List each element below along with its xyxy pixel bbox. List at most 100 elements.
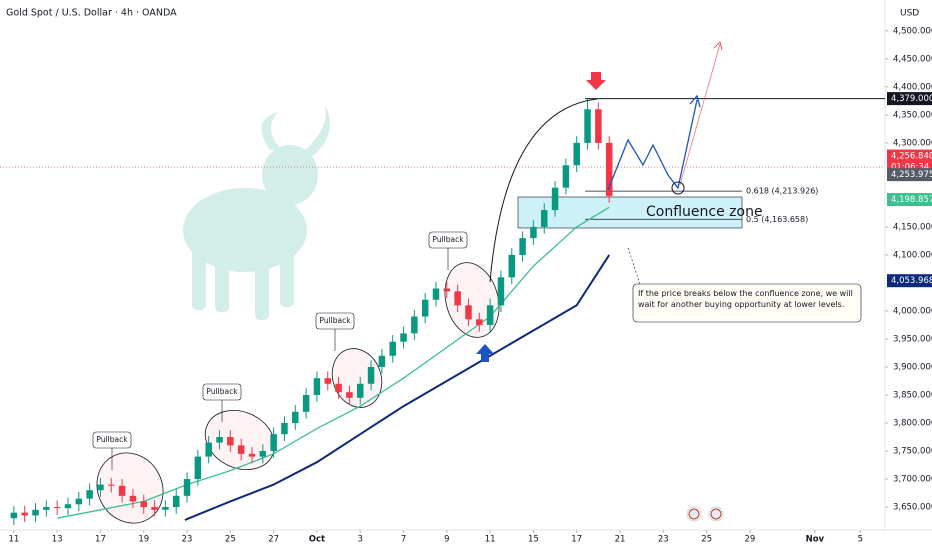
fib-label: 0.618 (4,213.926) [746,187,818,196]
price-label-box [887,193,932,207]
moving-average [184,254,611,521]
bottom-arrow [476,344,494,362]
candle-body [194,456,202,480]
x-tick-label: 15 [528,535,539,545]
candle-body [237,445,245,454]
candle-body [378,355,386,367]
x-tick-label: 25 [225,535,236,545]
candle-body [432,288,440,300]
y-tick-label: 4,350.000 [893,110,932,120]
target-arrow [679,43,721,186]
candle-body [172,495,180,508]
pullback-label: Pullback [432,235,464,244]
candle-body [454,291,461,306]
candle-body [151,507,158,510]
candle-body [335,383,342,393]
x-tick-label: 17 [95,535,106,545]
candle-body [411,316,418,334]
pullback-box [315,312,355,330]
price-label: 4,256.840 [891,152,932,162]
target-head [713,41,723,51]
pullback-ellipse [444,262,500,338]
candle-body [64,504,72,509]
x-tick-label: Nov [806,535,825,545]
y-tick-label: 4,400.000 [893,82,932,92]
pullback-box [92,431,132,449]
x-tick-label: 3 [358,535,363,545]
pullback-ellipse [204,410,276,470]
candle-body [421,299,429,317]
pullback-label: Pullback [96,435,128,444]
candle-body [75,498,83,505]
candle-body [486,305,494,325]
candle-body [530,226,537,239]
candle-body [281,422,288,435]
y-tick-label: 3,900.000 [893,362,932,372]
y-tick-label: 4,500.000 [893,26,932,36]
projection-path [607,99,698,191]
note: If the price breaks below the confluence… [638,289,853,309]
candle-body [118,485,126,496]
y-tick-label: 4,000.000 [893,306,932,316]
x-tick-label: 25 [701,535,712,545]
countdown: 01:06:34 [891,163,929,173]
candle-body [21,512,28,516]
candle-body [140,501,147,508]
y-tick-label: 4,100.000 [893,250,932,260]
x-tick-label: 27 [268,535,279,545]
x-tick-label: 21 [615,535,626,545]
candle-body [541,210,548,227]
rally-curve [489,98,598,283]
candle-body [519,238,526,255]
candle-body [129,495,137,502]
candle-body [584,109,591,143]
x-tick-label: 17 [571,535,582,545]
y-tick-label: 3,850.000 [893,390,932,400]
candle-body [400,333,407,342]
x-tick-label: 11 [8,535,19,545]
candle-body [573,142,580,166]
candle-body [270,434,277,452]
candle-body [443,288,451,292]
candle-body [97,484,104,491]
x-tick-label: 13 [52,535,63,545]
candle-body [108,484,115,486]
event-flag-inner [688,508,700,520]
x-tick-label: 23 [658,535,669,545]
price-label: 4,379.000 [891,94,932,104]
candle-body [292,411,299,423]
candle-body [497,277,505,306]
confluence-label: Confluence zone [646,204,763,220]
y-tick-label: 4,300.000 [893,138,932,148]
candle-body [551,187,559,211]
price-label: 4,253.975 [891,170,932,180]
y-tick-label: 3,750.000 [893,447,932,457]
candle-body [562,165,570,188]
candle-body [86,490,93,499]
pullback-box [428,231,468,249]
candle-body [259,451,267,457]
candle-body [216,436,223,443]
candle-body [605,142,613,197]
candle-body [367,366,375,384]
candle-body [32,509,39,516]
candle-body [356,383,364,398]
note-text: If the price breaks below the confluence… [638,289,853,309]
candle-body [53,507,61,509]
candle-body [162,507,169,510]
projection-head [689,94,701,108]
candle-body [324,378,332,384]
y-tick-label: 4,150.000 [893,222,932,232]
candle-body [227,436,234,446]
candle-body [389,341,396,356]
x-tick-label: 9 [444,535,449,545]
pullback-ellipse [331,348,383,408]
candle-body [302,394,310,412]
pullback-label: Pullback [319,316,351,325]
y-tick-label: 3,950.000 [893,334,932,344]
candle-body [595,109,602,143]
fib-label: 0.5 (4,163.658) [746,215,808,224]
price-label: 4,053.968 [891,276,932,286]
moving-average [57,206,610,519]
candle-body [43,507,50,510]
